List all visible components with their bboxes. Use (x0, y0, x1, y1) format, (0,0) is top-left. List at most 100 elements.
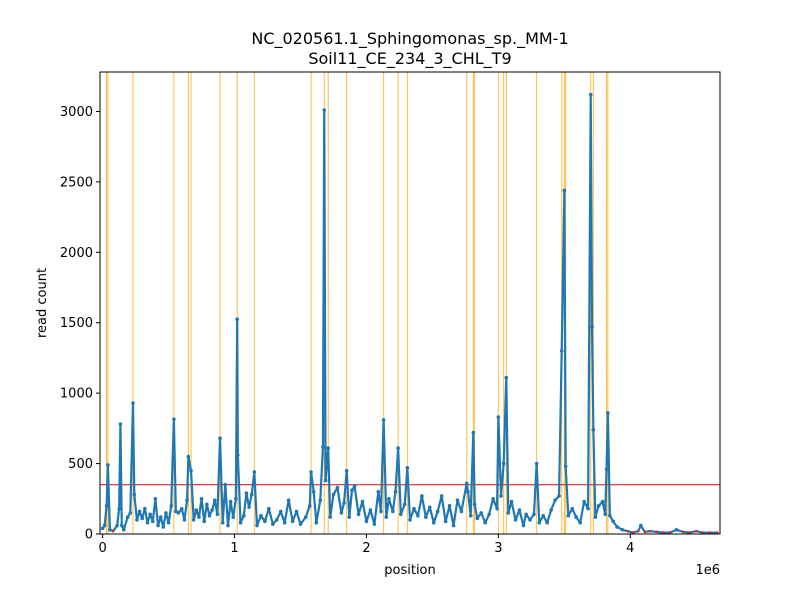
data-point-130 (483, 520, 487, 525)
y-tick-label-3: 1500 (60, 316, 93, 331)
data-point-181 (655, 530, 658, 534)
data-point-43 (207, 513, 212, 518)
data-point-95 (364, 519, 369, 524)
data-point-61 (252, 470, 257, 474)
data-point-11 (125, 515, 130, 519)
data-point-93 (356, 512, 361, 517)
data-point-144 (528, 518, 532, 522)
x-tick-label-3: 3 (494, 541, 502, 556)
data-point-172 (611, 519, 615, 524)
data-point-94 (360, 499, 365, 504)
data-point-47 (218, 436, 222, 441)
data-point-111 (416, 513, 420, 518)
data-point-71 (290, 519, 295, 524)
data-point-39 (197, 515, 201, 519)
y-axis-label: read count (35, 268, 50, 338)
data-point-25 (161, 525, 166, 529)
data-point-66 (271, 522, 275, 526)
data-point-171 (608, 513, 612, 518)
data-point-120 (451, 523, 456, 528)
data-point-58 (244, 491, 249, 495)
y-tick-label-5: 2500 (60, 175, 93, 190)
data-point-174 (620, 527, 625, 532)
data-point-78 (314, 520, 319, 525)
x-tick-label-1: 1 (230, 541, 238, 556)
x-tick-label-2: 2 (362, 541, 370, 556)
series-layer (100, 92, 719, 534)
data-point-136 (501, 461, 506, 466)
data-point-91 (350, 488, 354, 493)
data-point-29 (172, 417, 176, 422)
data-point-56 (238, 520, 243, 525)
data-point-114 (427, 505, 432, 510)
data-point-82 (323, 478, 328, 483)
x-axis-label: position (384, 563, 436, 578)
data-point-133 (495, 506, 499, 511)
data-point-60 (249, 492, 254, 497)
data-point-143 (524, 512, 528, 517)
data-point-36 (189, 468, 193, 473)
data-point-150 (549, 508, 553, 512)
data-point-177 (636, 529, 640, 533)
data-point-19 (145, 520, 150, 525)
data-point-102 (387, 496, 391, 501)
data-point-142 (521, 523, 526, 528)
data-point-106 (398, 512, 403, 517)
data-point-13 (131, 401, 135, 405)
data-point-158 (574, 515, 579, 519)
data-point-149 (545, 520, 549, 525)
data-point-163 (590, 325, 594, 329)
data-point-101 (384, 515, 389, 519)
data-point-88 (342, 501, 346, 505)
data-point-16 (137, 509, 142, 514)
data-point-118 (443, 519, 448, 524)
data-point-110 (412, 506, 416, 511)
data-point-15 (135, 518, 139, 522)
data-point-103 (391, 509, 395, 514)
data-point-105 (396, 446, 400, 450)
y-tick-label-4: 2000 (60, 246, 93, 261)
data-point-179 (643, 530, 647, 534)
data-point-165 (593, 515, 598, 519)
data-point-112 (420, 494, 424, 498)
data-point-51 (228, 499, 233, 504)
data-point-153 (559, 349, 564, 353)
data-point-157 (570, 506, 575, 511)
data-point-166 (596, 504, 601, 508)
data-point-98 (376, 489, 381, 494)
data-point-12 (128, 511, 133, 515)
data-point-5 (111, 529, 115, 533)
data-point-129 (479, 511, 484, 515)
data-point-122 (459, 509, 464, 514)
data-point-189 (708, 531, 711, 534)
data-point-148 (541, 513, 546, 518)
data-point-108 (405, 465, 410, 470)
data-point-117 (439, 494, 444, 498)
data-point-23 (156, 523, 160, 528)
data-point-99 (379, 509, 383, 514)
data-point-26 (164, 511, 168, 515)
data-point-168 (603, 512, 608, 517)
data-point-53 (234, 496, 238, 501)
x-offset-label: 1e6 (695, 563, 720, 578)
data-point-10 (121, 527, 126, 532)
data-point-87 (339, 511, 344, 515)
data-point-24 (158, 515, 163, 519)
data-point-121 (455, 498, 460, 502)
plot-frame (99, 71, 721, 535)
data-point-9 (119, 523, 124, 528)
data-point-64 (263, 519, 267, 524)
data-point-74 (303, 515, 308, 519)
data-point-20 (148, 512, 152, 517)
data-point-96 (368, 508, 373, 512)
data-point-154 (562, 188, 567, 193)
data-point-70 (286, 498, 291, 502)
data-point-3 (106, 463, 110, 467)
data-point-186 (688, 531, 691, 534)
data-point-45 (212, 498, 217, 502)
y-tick-label-6: 3000 (60, 105, 93, 120)
data-point-115 (431, 520, 436, 525)
data-point-48 (220, 520, 225, 525)
data-point-50 (226, 523, 230, 528)
data-point-34 (185, 498, 189, 502)
